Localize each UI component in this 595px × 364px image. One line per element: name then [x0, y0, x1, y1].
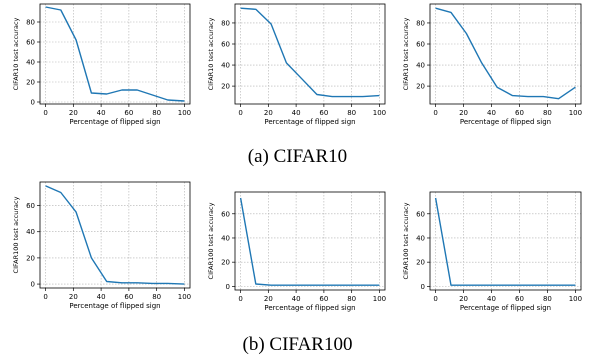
- y-tick-label: 20: [221, 259, 230, 267]
- y-tick-label: 60: [221, 210, 230, 218]
- x-tick-label: 20: [69, 109, 78, 117]
- y-tick-label: 60: [26, 202, 35, 210]
- x-axis-label: Percentage of flipped sign: [264, 304, 355, 312]
- x-tick-label: 40: [487, 109, 496, 117]
- y-tick-label: 60: [221, 41, 230, 49]
- y-axis-label: CIFAR100 test accuracy: [12, 196, 20, 273]
- x-tick-label: 100: [373, 109, 386, 117]
- series-line: [434, 197, 576, 286]
- y-tick-label: 60: [416, 210, 425, 218]
- y-tick-label: 20: [416, 83, 425, 91]
- y-axis-label: CIFAR10 test accuracy: [207, 17, 215, 90]
- y-tick-label: 20: [221, 83, 230, 91]
- y-tick-label: 80: [416, 19, 425, 27]
- x-tick-label: 40: [97, 293, 106, 301]
- x-tick-label: 60: [319, 109, 328, 117]
- x-tick-label: 80: [543, 109, 552, 117]
- y-tick-label: 60: [26, 39, 35, 47]
- x-tick-label: 20: [264, 109, 273, 117]
- y-tick-label: 40: [221, 62, 230, 70]
- y-tick-label: 0: [31, 281, 35, 289]
- y-axis-label: CIFAR10 test accuracy: [402, 17, 410, 90]
- axes-frame: [429, 3, 582, 105]
- y-tick-label: 60: [416, 41, 425, 49]
- x-tick-label: 60: [515, 295, 524, 303]
- y-axis-label: CIFAR100 test accuracy: [207, 202, 215, 279]
- y-tick-label: 0: [31, 99, 35, 107]
- x-axis-label: Percentage of flipped sign: [69, 302, 160, 310]
- y-axis-label: CIFAR10 test accuracy: [12, 17, 20, 90]
- y-tick-label: 0: [421, 283, 425, 291]
- series-line: [45, 6, 185, 102]
- x-tick-label: 20: [459, 109, 468, 117]
- caption-cifar100: (b) CIFAR100: [242, 334, 353, 355]
- axes-frame: [39, 181, 191, 289]
- x-tick-label: 80: [543, 295, 552, 303]
- y-tick-label: 0: [226, 283, 230, 291]
- x-axis-label: Percentage of flipped sign: [264, 118, 355, 126]
- x-tick-label: 80: [152, 109, 161, 117]
- x-tick-label: 100: [569, 109, 582, 117]
- x-tick-label: 20: [459, 295, 468, 303]
- series-line: [45, 185, 185, 285]
- x-tick-label: 40: [292, 295, 301, 303]
- x-tick-label: 0: [43, 293, 47, 301]
- y-tick-label: 40: [26, 59, 35, 67]
- x-tick-label: 0: [433, 295, 437, 303]
- series-line: [435, 7, 576, 100]
- y-tick-label: 20: [416, 259, 425, 267]
- x-tick-label: 100: [178, 109, 191, 117]
- x-tick-label: 0: [238, 295, 242, 303]
- series-line: [239, 197, 380, 286]
- x-tick-label: 60: [124, 293, 133, 301]
- x-tick-label: 0: [238, 109, 242, 117]
- x-tick-label: 20: [69, 293, 78, 301]
- y-tick-label: 20: [26, 79, 35, 87]
- x-axis-label: Percentage of flipped sign: [460, 304, 551, 312]
- y-tick-label: 40: [416, 234, 425, 242]
- x-tick-label: 60: [124, 109, 133, 117]
- y-tick-label: 40: [416, 62, 425, 70]
- axes-frame: [39, 3, 191, 105]
- x-tick-label: 100: [178, 293, 191, 301]
- x-axis-label: Percentage of flipped sign: [460, 118, 551, 126]
- x-tick-label: 80: [152, 293, 161, 301]
- x-tick-label: 80: [347, 109, 356, 117]
- y-axis-label: CIFAR100 test accuracy: [402, 202, 410, 279]
- x-axis-label: Percentage of flipped sign: [69, 118, 160, 126]
- x-tick-label: 100: [373, 295, 386, 303]
- x-tick-label: 40: [97, 109, 106, 117]
- y-tick-label: 40: [221, 234, 230, 242]
- x-tick-label: 40: [292, 109, 301, 117]
- y-tick-label: 80: [26, 19, 35, 27]
- x-tick-label: 80: [347, 295, 356, 303]
- series-line: [240, 7, 380, 98]
- axes-frame: [429, 191, 582, 291]
- x-tick-label: 40: [487, 295, 496, 303]
- x-tick-label: 100: [569, 295, 582, 303]
- axes-frame: [234, 191, 386, 291]
- x-tick-label: 60: [515, 109, 524, 117]
- y-tick-label: 80: [221, 19, 230, 27]
- y-tick-label: 40: [26, 228, 35, 236]
- x-tick-label: 0: [433, 109, 437, 117]
- y-tick-label: 20: [26, 254, 35, 262]
- axes-frame: [234, 3, 386, 105]
- x-tick-label: 20: [264, 295, 273, 303]
- caption-cifar10: (a) CIFAR10: [247, 146, 348, 167]
- x-tick-label: 0: [43, 109, 47, 117]
- x-tick-label: 60: [319, 295, 328, 303]
